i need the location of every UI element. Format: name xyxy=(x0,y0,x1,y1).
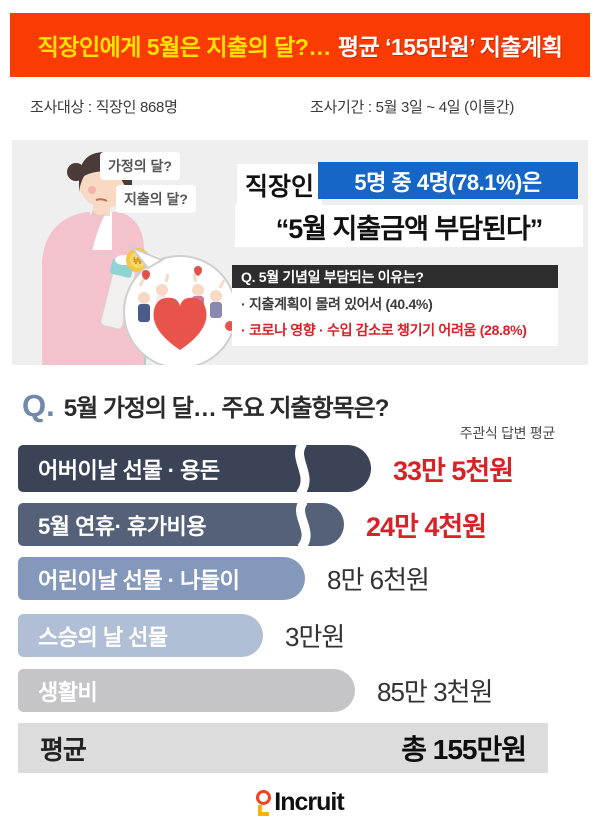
bar-cap xyxy=(313,445,371,492)
survey-target: 조사대상 : 직장인 868명 xyxy=(30,99,178,116)
worker-label: 직장인 xyxy=(237,164,323,206)
bar-value: 24만 4천원 xyxy=(366,512,487,542)
question-text: 5월 가정의 달… 주요 지출항목은? xyxy=(63,395,390,422)
bar-label: 스승의 날 선물 xyxy=(18,614,263,657)
reason-item-2: · 코로나 영향 · 수입 감소로 챙기기 어려움 (28.8%) xyxy=(241,322,527,338)
bar-value: 3만원 xyxy=(285,622,345,652)
survey-period: 조사기간 : 5월 3일 ~ 4일 (이틀간) xyxy=(310,99,515,116)
incruit-logo-mark-icon xyxy=(256,788,272,818)
thought-bubble-1: 가정의 달? xyxy=(100,152,180,180)
bar-row-childrens-day: 어린이날 선물 · 나들이 8만 6천원 xyxy=(18,557,430,600)
family-heart-bubble xyxy=(123,245,237,365)
reason-list: · 지출계획이 몰려 있어서 (40.4%) · 코로나 영향 · 수입 감소로… xyxy=(232,288,558,346)
axis-break-icon xyxy=(288,503,314,546)
bar-label: 어버이날 선물 · 용돈 xyxy=(18,445,287,492)
bar-row-parents-day: 어버이날 선물 · 용돈 33만 5천원 xyxy=(18,445,514,492)
stat-box: 5명 중 4명(78.1%)은 xyxy=(318,162,578,199)
average-label: 평균 xyxy=(40,734,87,765)
title-rest: 평균 ‘155만원’ 지출계획 xyxy=(337,34,563,60)
question-q-mark: Q. xyxy=(22,388,55,423)
title-highlight: 직장인에게 5월은 지출의 달?… xyxy=(37,34,332,60)
bar-row-may-holiday: 5월 연휴· 휴가비용 24만 4천원 xyxy=(18,503,487,546)
axis-break-icon xyxy=(287,445,313,492)
incruit-logo-text: Incruit xyxy=(274,788,344,816)
average-row: 평균 총 155만원 xyxy=(18,723,548,773)
bar-row-living-cost: 생활비 85만 3천원 xyxy=(18,669,493,712)
thought-bubble-2: 지출의 달? xyxy=(116,185,196,213)
reason-item-1: · 지출계획이 몰려 있어서 (40.4%) xyxy=(241,296,433,312)
average-value: 총 155만원 xyxy=(401,734,527,765)
bar-value: 8만 6천원 xyxy=(327,565,430,595)
svg-text:₩: ₩ xyxy=(133,256,143,267)
quote-box: “5월 지출금액 부담된다” xyxy=(235,205,583,247)
bar-label: 어린이날 선물 · 나들이 xyxy=(18,557,305,600)
title-banner: 직장인에게 5월은 지출의 달?… 평균 ‘155만원’ 지출계획 xyxy=(10,13,590,77)
bar-row-teachers-day: 스승의 날 선물 3만원 xyxy=(18,614,345,657)
question-heading: Q. 5월 가정의 달… 주요 지출항목은? xyxy=(22,388,390,424)
bar-label: 생활비 xyxy=(18,669,355,712)
bar-value: 85만 3천원 xyxy=(377,677,493,707)
incruit-logo: Incruit xyxy=(0,788,600,818)
answer-note: 주관식 답변 평균 xyxy=(459,425,556,441)
bar-label: 5월 연휴· 휴가비용 xyxy=(18,503,288,546)
bar-value: 33만 5천원 xyxy=(393,456,514,486)
reason-question-bar: Q. 5월 기념일 부담되는 이유는? xyxy=(232,265,558,288)
bar-cap xyxy=(314,503,344,546)
